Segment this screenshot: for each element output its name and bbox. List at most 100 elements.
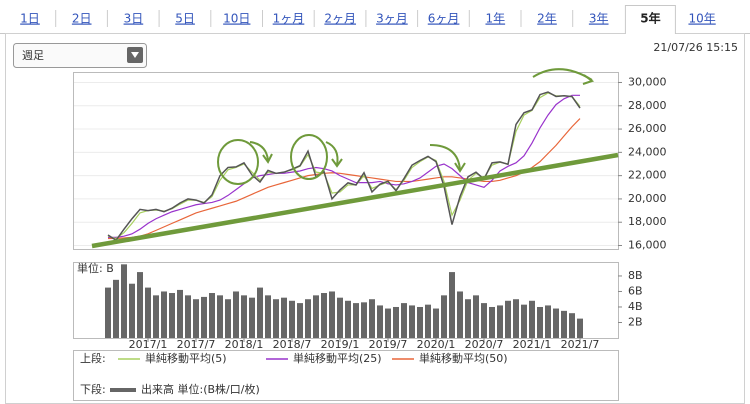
volume-bar (121, 264, 127, 338)
volume-bar (553, 308, 559, 338)
volume-bar (409, 305, 415, 338)
volume-bar (113, 279, 119, 338)
volume-bar (361, 302, 367, 338)
volume-bar (337, 297, 343, 338)
y-tick-label: 6B (628, 284, 643, 297)
y-tick-label: 20,000 (628, 192, 667, 205)
arrow (429, 144, 461, 171)
volume-bar (545, 305, 551, 338)
tab[interactable]: 1日 (20, 12, 40, 26)
volume-bar (129, 283, 135, 338)
y-tick-label: 28,000 (628, 99, 667, 112)
volume-bar (481, 303, 487, 338)
volume-bar (393, 306, 399, 338)
x-tick-label: 2021/1 (513, 338, 552, 351)
volume-bar (289, 300, 295, 338)
x-tick-label: 2020/1 (417, 338, 456, 351)
volume-bar (185, 295, 191, 338)
timestamp: 21/07/26 15:15 (653, 41, 738, 54)
volume-bar (505, 300, 511, 338)
volume-bar (473, 295, 479, 338)
x-tick-label: 2017/1 (129, 338, 168, 351)
volume-bar (537, 306, 543, 338)
volume-bar (233, 291, 239, 338)
volume-bar (201, 296, 207, 338)
highlight-circle (290, 134, 328, 180)
price-line (107, 91, 581, 242)
volume-bar (441, 295, 447, 338)
tab[interactable]: 5日 (175, 12, 195, 26)
annotations (91, 68, 619, 249)
arrowhead (582, 74, 595, 85)
active-tab-box (624, 5, 676, 34)
dropdown-box[interactable] (13, 43, 147, 68)
volume-bar (401, 303, 407, 338)
volume-bar (273, 299, 279, 338)
tab[interactable]: 1年 (485, 12, 505, 26)
period-dropdown[interactable]: 週足 (13, 43, 147, 68)
highlight-circle (217, 139, 259, 185)
volume-bar (177, 289, 183, 338)
volume-bar (313, 295, 319, 338)
volume-bar (417, 306, 423, 338)
volume-bar (497, 305, 503, 338)
volume-bar (193, 299, 199, 338)
tab[interactable]: 2日 (72, 12, 92, 26)
arrowhead (454, 162, 466, 173)
tab[interactable]: 2年 (537, 12, 557, 26)
volume-bar (425, 304, 431, 338)
arrow (325, 141, 339, 166)
dropdown-value[interactable]: 週足 (22, 49, 44, 62)
arrowhead (331, 158, 343, 168)
volume-bar (385, 308, 391, 338)
arrowhead (262, 153, 273, 164)
dropdown-arrow (131, 52, 139, 58)
legend-label: 下段: (80, 382, 106, 396)
y-tick-label: 4B (628, 300, 643, 313)
legend-text: 単純移動平均(50) (419, 351, 508, 365)
y-tick-label: 18,000 (628, 215, 667, 228)
volume-bar (345, 300, 351, 338)
x-tick-label: 2018/1 (225, 338, 264, 351)
tab[interactable]: 10年 (688, 12, 715, 26)
tab[interactable]: 3日 (124, 12, 144, 26)
volume-bar (217, 295, 223, 338)
tab[interactable]: 3ヶ月 (376, 12, 408, 26)
y-tick-label: 22,000 (628, 169, 667, 182)
volume-bar (209, 293, 215, 338)
tab[interactable]: 3年 (589, 12, 609, 26)
tab-bar: 1日 2日 3日 5日 10日 1ヶ月 2ヶ月 3ヶ月 6ヶ月 1年 2年 3年 5年 10年 (20, 5, 716, 34)
volume-bar (377, 305, 383, 338)
arrow (249, 141, 269, 161)
legend-text: 単純移動平均(5) (145, 351, 227, 365)
volume-bar (241, 295, 247, 338)
x-tick-label: 2021/7 (561, 338, 600, 351)
tab[interactable]: 1ヶ月 (273, 12, 305, 26)
volume-bar (137, 272, 143, 338)
volume-bar (529, 300, 535, 338)
volume-bar (169, 293, 175, 338)
legend-text: 単純移動平均(25) (293, 351, 382, 365)
trend-line (91, 152, 619, 249)
tab[interactable]: 10日 (223, 12, 250, 26)
legend-label: 上段: (80, 351, 106, 365)
volume-bar (153, 295, 159, 338)
tab[interactable]: 2ヶ月 (324, 12, 356, 26)
plots: 16,000 18,000 20,000 22,000 24,000 26,000 28,0… (74, 75, 667, 396)
x-tick-label: 2020/7 (465, 338, 504, 351)
volume-bar (329, 291, 335, 338)
volume-bar (353, 303, 359, 338)
volume-bar (489, 306, 495, 338)
unit-label: 単位: B (77, 261, 114, 275)
y-tick-label: 24,000 (628, 145, 667, 158)
volume-bar (433, 308, 439, 338)
volume-bar (265, 295, 271, 338)
price-line (108, 118, 581, 240)
tab[interactable]: 6ヶ月 (428, 12, 460, 26)
tab[interactable]: 5年 (640, 11, 660, 26)
volume-bar (225, 299, 231, 338)
y-tick-label: 26,000 (628, 122, 667, 135)
volume-bar (449, 272, 455, 338)
volume-bar (465, 299, 471, 338)
